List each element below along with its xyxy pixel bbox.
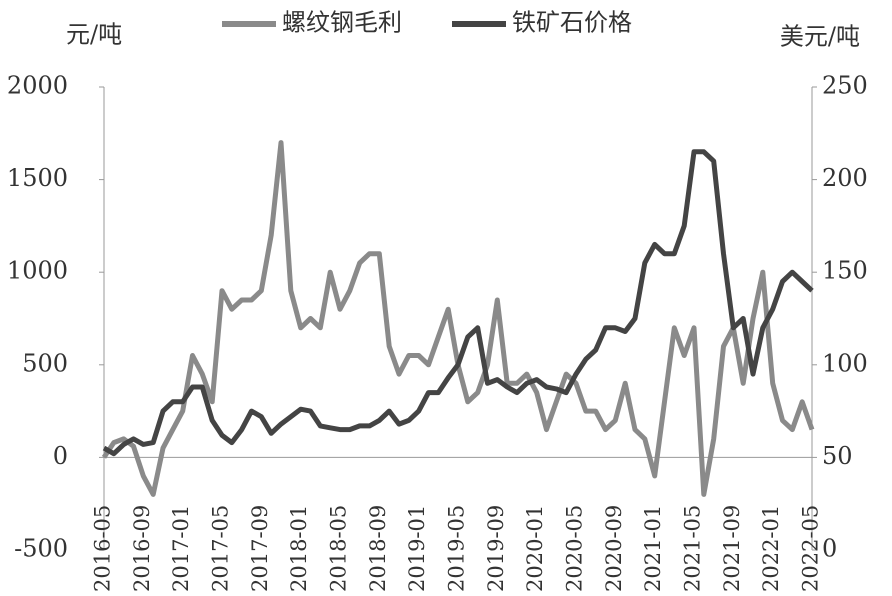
x-tick-label: 2020-09 <box>602 505 626 592</box>
x-tick-label: 2017-05 <box>209 505 233 592</box>
x-tick-label: 2017-09 <box>248 505 272 592</box>
legend-label: 铁矿石价格 <box>512 9 632 37</box>
x-tick-label: 2021-09 <box>720 505 744 592</box>
x-tick-label: 2018-05 <box>327 505 351 592</box>
y2-axis-label: 美元/吨 <box>780 23 860 51</box>
x-tick-label: 2016-09 <box>130 505 154 592</box>
x-tick-label: 2019-09 <box>484 505 508 592</box>
x-tick-label: 2018-01 <box>287 505 311 592</box>
x-tick-label: 2017-01 <box>169 505 193 592</box>
y-tick-label: 2000 <box>7 72 68 100</box>
legend-label: 螺纹钢毛利 <box>282 9 402 37</box>
y-tick-label: 1000 <box>7 257 68 285</box>
y-tick-label: 500 <box>22 349 68 377</box>
x-tick-label: 2021-05 <box>681 505 705 592</box>
y-tick-label: 0 <box>53 442 68 470</box>
x-tick-label: 2018-09 <box>366 505 390 592</box>
x-tick-label: 2022-05 <box>799 505 823 592</box>
x-tick-label: 2019-01 <box>405 505 429 592</box>
y2-tick-label: 150 <box>822 257 868 285</box>
x-tick-label: 2020-01 <box>523 505 547 592</box>
x-tick-label: 2019-05 <box>445 505 469 592</box>
x-tick-label: 2022-01 <box>759 505 783 592</box>
y2-tick-label: 250 <box>822 72 868 100</box>
x-tick-label: 2020-05 <box>563 505 587 592</box>
x-tick-label: 2021-01 <box>641 505 665 592</box>
y-tick-label: 1500 <box>7 164 68 192</box>
data-line <box>101 140 815 497</box>
data-line <box>102 149 814 457</box>
y-tick-label: -500 <box>14 535 68 563</box>
y2-tick-label: 200 <box>822 164 868 192</box>
y-axis-label: 元/吨 <box>66 21 122 49</box>
y2-tick-label: 100 <box>822 349 868 377</box>
y2-tick-label: 0 <box>822 535 837 563</box>
y2-tick-label: 50 <box>822 442 853 470</box>
x-tick-label: 2016-05 <box>91 505 115 592</box>
